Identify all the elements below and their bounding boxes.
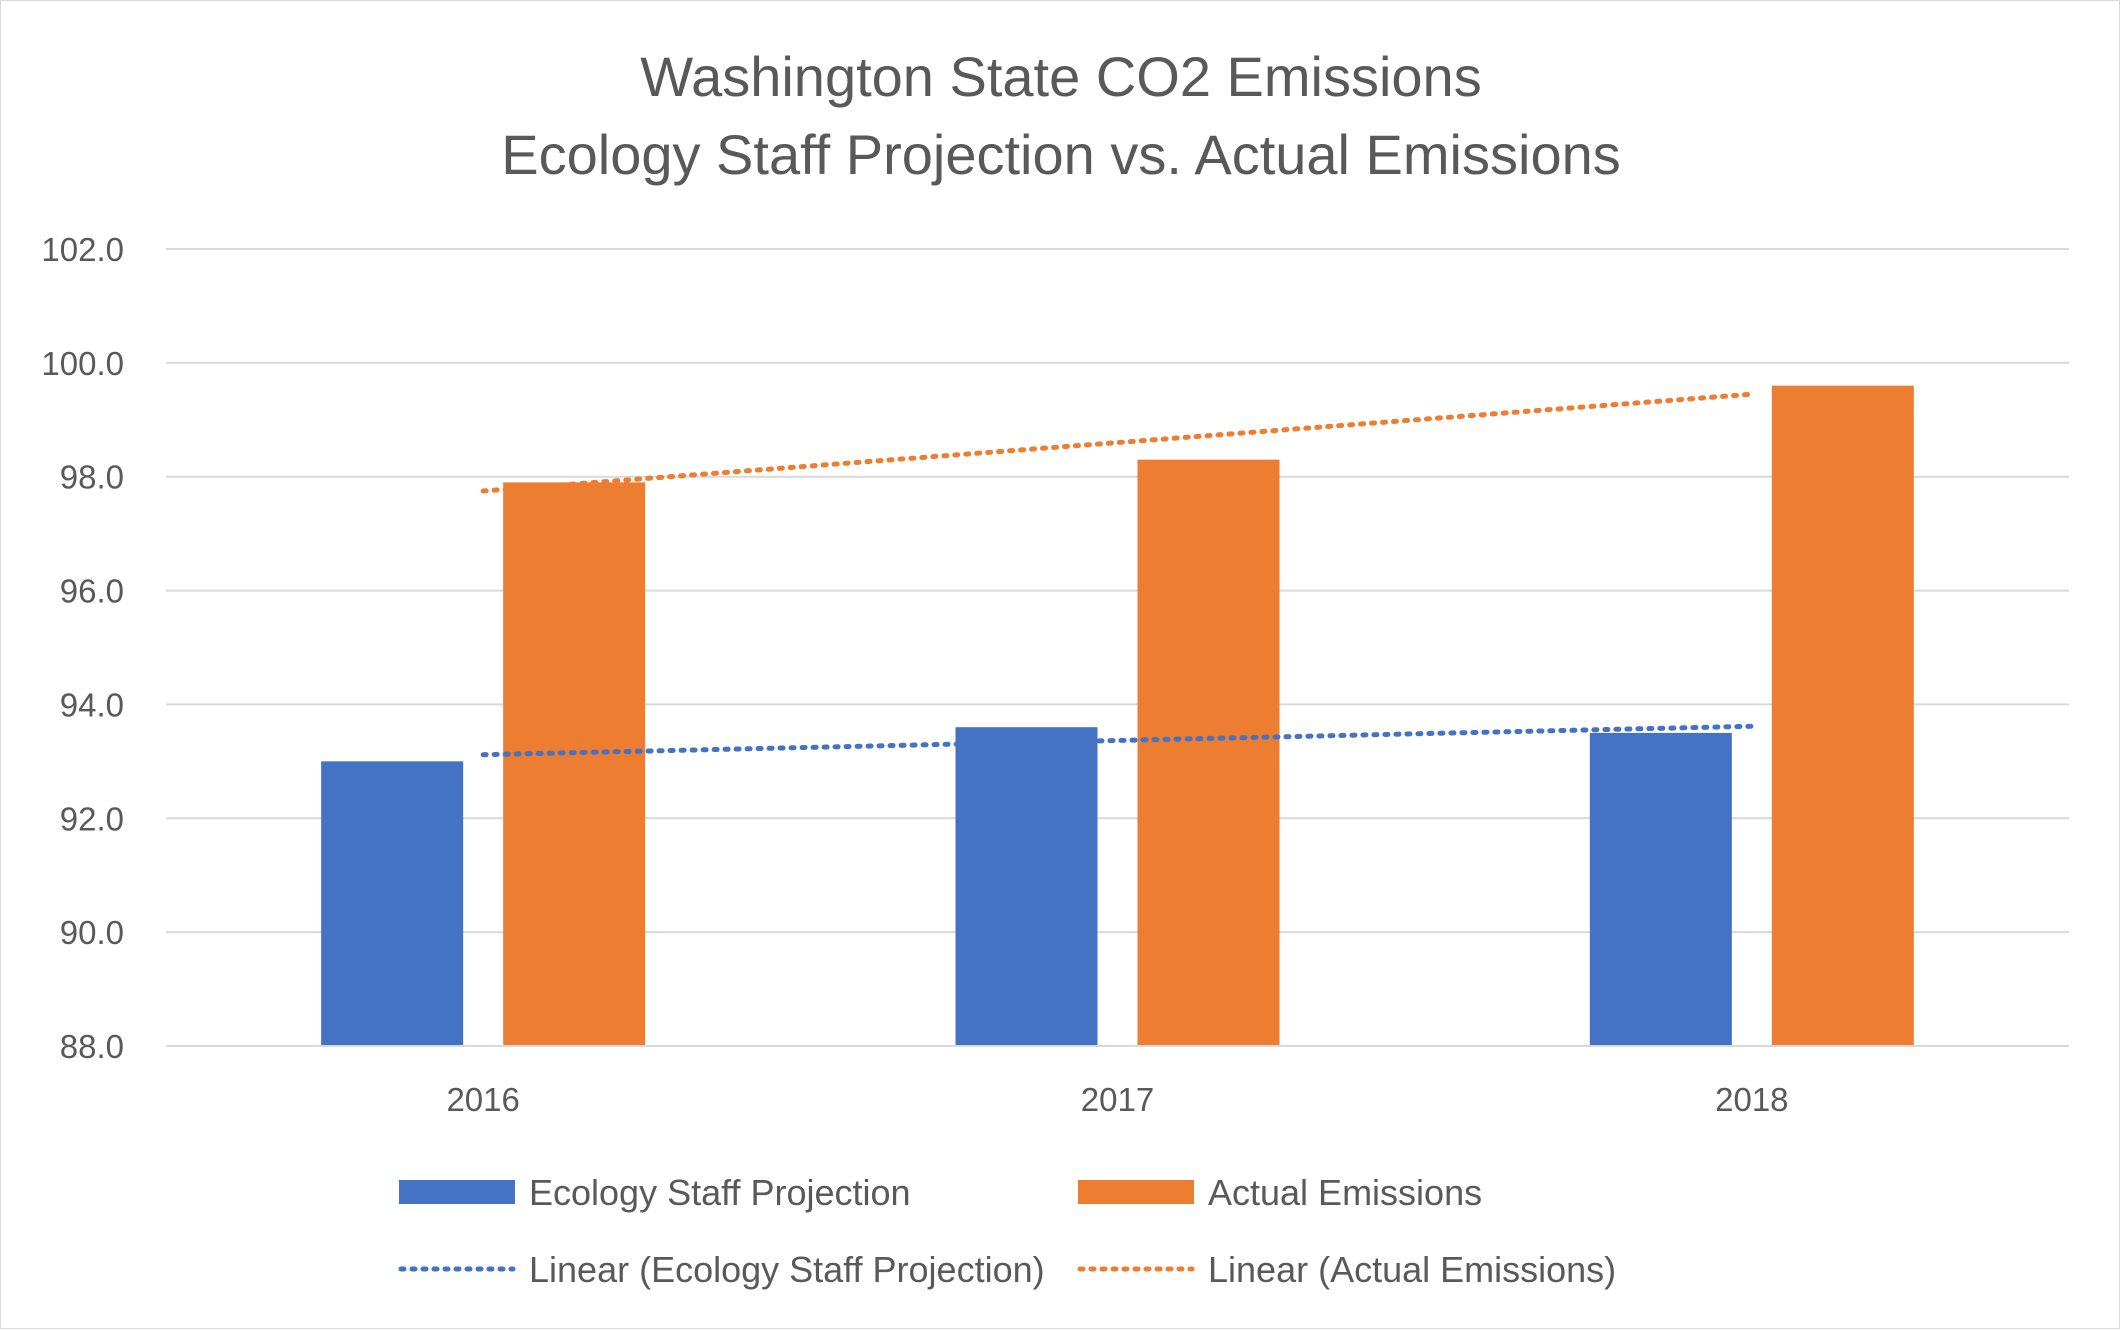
trendlines [480, 391, 1755, 758]
y-tick-label: 88.0 [60, 1028, 124, 1065]
bar-actual-emissions-2018 [1771, 385, 1914, 1047]
y-tick-label: 98.0 [60, 459, 124, 496]
y-tick-label: 94.0 [60, 686, 124, 723]
gridlines [166, 248, 2069, 1047]
y-tick-label: 100.0 [41, 345, 124, 382]
y-tick-label: 90.0 [60, 914, 124, 951]
chart-title: Washington State CO2 Emissions [640, 45, 1481, 108]
y-tick-label: 96.0 [60, 573, 124, 610]
trendline-actual-emissions [480, 391, 1755, 494]
legend-swatch [399, 1180, 515, 1204]
x-tick-label: 2018 [1715, 1081, 1788, 1118]
legend-label: Linear (Ecology Staff Projection) [529, 1249, 1045, 1290]
bar-ecology-staff-projection-2018 [1589, 732, 1732, 1046]
bar-actual-emissions-2016 [503, 482, 646, 1047]
bar-ecology-staff-projection-2016 [321, 761, 464, 1046]
bar-actual-emissions-2017 [1137, 459, 1280, 1046]
y-tick-label: 102.0 [41, 231, 124, 268]
y-tick-label: 92.0 [60, 800, 124, 837]
legend: Ecology Staff Projection Actual Emissions… [398, 1172, 1616, 1290]
legend-label: Actual Emissions [1208, 1172, 1482, 1213]
x-tick-label: 2017 [1081, 1081, 1154, 1118]
axes: 88.0 90.0 92.0 94.0 96.0 98.0 100.0 102.0 2016 20… [41, 231, 2069, 1118]
x-tick-label: 2016 [446, 1081, 519, 1118]
legend-label: Ecology Staff Projection [529, 1172, 911, 1213]
trendline-ecology-staff-projection [480, 723, 1755, 758]
legend-label: Linear (Actual Emissions) [1208, 1249, 1616, 1290]
legend-swatch [1078, 1180, 1194, 1204]
chart-subtitle: Ecology Staff Projection vs. Actual Emis… [501, 123, 1620, 186]
bars [321, 385, 1914, 1047]
bar-ecology-staff-projection-2017 [955, 727, 1098, 1046]
